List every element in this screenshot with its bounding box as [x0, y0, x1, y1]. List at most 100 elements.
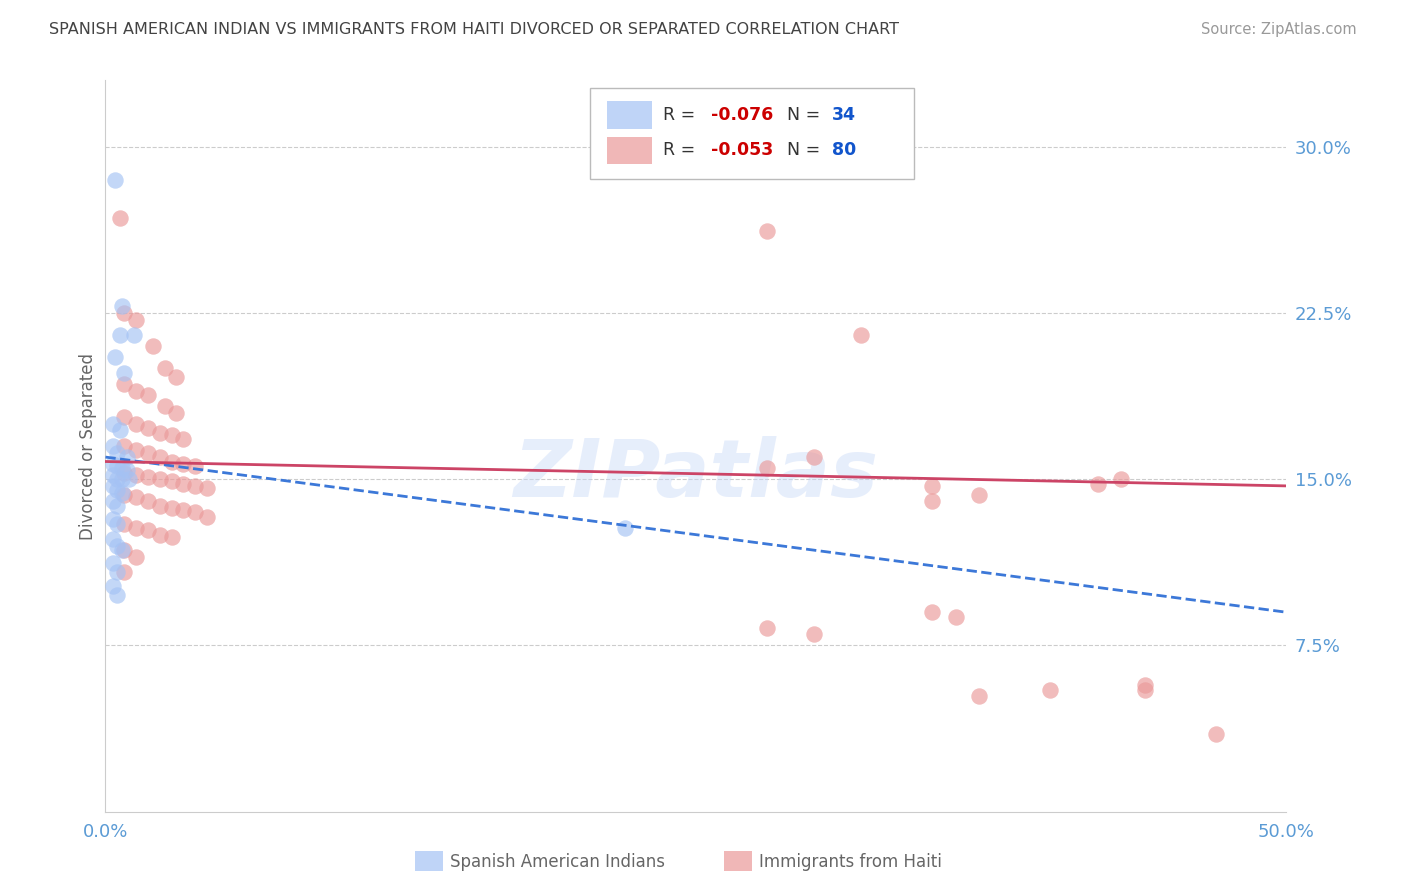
- Point: [125, 467, 148, 482]
- Point: [755, 461, 778, 475]
- Point: [108, 211, 131, 225]
- Point: [160, 530, 183, 544]
- Point: [125, 384, 148, 398]
- Text: N =: N =: [787, 142, 825, 160]
- Text: ZIPatlas: ZIPatlas: [513, 436, 879, 515]
- FancyBboxPatch shape: [589, 87, 914, 179]
- Point: [149, 527, 172, 541]
- Point: [755, 224, 778, 238]
- Point: [108, 328, 131, 343]
- Point: [111, 543, 134, 558]
- Point: [136, 470, 159, 484]
- Point: [101, 479, 124, 493]
- Point: [108, 424, 131, 438]
- Point: [105, 499, 128, 513]
- Point: [184, 479, 207, 493]
- Point: [101, 439, 124, 453]
- Point: [105, 445, 128, 459]
- Point: [105, 472, 128, 486]
- Point: [803, 627, 825, 641]
- Point: [136, 523, 159, 537]
- Point: [111, 485, 134, 500]
- Point: [172, 457, 194, 471]
- Point: [101, 512, 124, 526]
- Point: [851, 328, 873, 343]
- Point: [945, 609, 967, 624]
- Point: [195, 510, 218, 524]
- Point: [136, 421, 159, 435]
- Point: [101, 494, 124, 508]
- Point: [101, 457, 124, 471]
- Point: [153, 399, 176, 413]
- Point: [149, 472, 172, 486]
- Point: [112, 410, 135, 425]
- Point: [111, 461, 134, 475]
- Point: [921, 479, 943, 493]
- Point: [105, 587, 128, 601]
- Point: [172, 503, 194, 517]
- Point: [1205, 727, 1227, 741]
- Point: [172, 433, 194, 447]
- Point: [172, 476, 194, 491]
- Point: [136, 388, 159, 402]
- Point: [111, 299, 134, 313]
- Point: [1133, 682, 1156, 697]
- Point: [136, 445, 159, 459]
- Point: [112, 516, 135, 531]
- Point: [105, 458, 128, 473]
- Point: [160, 501, 183, 516]
- Text: Immigrants from Haiti: Immigrants from Haiti: [759, 853, 942, 871]
- Point: [101, 557, 124, 571]
- Point: [112, 439, 135, 453]
- Point: [101, 417, 124, 431]
- Point: [184, 506, 207, 520]
- Point: [115, 463, 138, 477]
- Point: [921, 605, 943, 619]
- Point: [112, 543, 135, 558]
- Point: [125, 443, 148, 458]
- Point: [125, 417, 148, 431]
- Point: [118, 472, 141, 486]
- Point: [184, 458, 207, 473]
- Text: Spanish American Indians: Spanish American Indians: [450, 853, 665, 871]
- Text: 80: 80: [832, 142, 856, 160]
- Point: [111, 472, 134, 486]
- Point: [149, 425, 172, 440]
- Point: [122, 328, 145, 343]
- Point: [142, 339, 165, 353]
- Point: [755, 621, 778, 635]
- Point: [104, 173, 127, 187]
- Point: [136, 494, 159, 508]
- Bar: [607, 136, 652, 164]
- Point: [112, 376, 135, 391]
- Point: [165, 370, 187, 384]
- Text: N =: N =: [787, 106, 825, 124]
- Point: [803, 450, 825, 464]
- Point: [105, 539, 128, 553]
- Point: [1087, 476, 1109, 491]
- Point: [112, 466, 135, 480]
- Point: [125, 312, 148, 326]
- Point: [1133, 678, 1156, 692]
- Point: [165, 406, 187, 420]
- Point: [115, 450, 138, 464]
- Point: [101, 579, 124, 593]
- Point: [921, 494, 943, 508]
- Text: R =: R =: [662, 142, 700, 160]
- Text: Source: ZipAtlas.com: Source: ZipAtlas.com: [1201, 22, 1357, 37]
- Text: -0.053: -0.053: [711, 142, 773, 160]
- Point: [112, 566, 135, 580]
- Y-axis label: Divorced or Separated: Divorced or Separated: [79, 352, 97, 540]
- Point: [112, 366, 135, 380]
- Point: [105, 516, 128, 531]
- Text: 34: 34: [832, 106, 856, 124]
- Point: [614, 521, 637, 535]
- Point: [1109, 472, 1132, 486]
- Point: [195, 481, 218, 495]
- Point: [149, 450, 172, 464]
- Point: [105, 483, 128, 498]
- Point: [149, 499, 172, 513]
- Point: [125, 521, 148, 535]
- Point: [160, 428, 183, 442]
- Point: [104, 351, 127, 365]
